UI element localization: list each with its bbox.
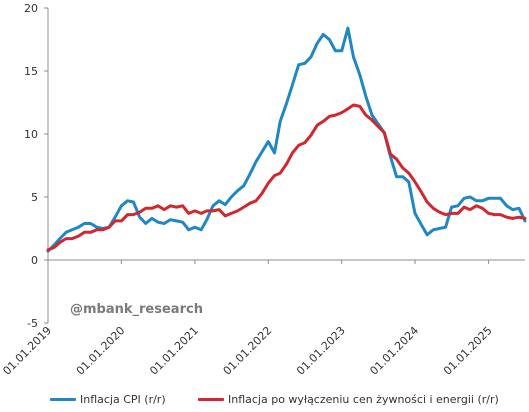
y-tick-label: 5 — [31, 191, 38, 204]
legend: Inflacja CPI (r/r) Inflacja po wyłączeni… — [0, 393, 529, 409]
y-tick-label: 10 — [24, 128, 38, 141]
series-line-1 — [46, 103, 527, 252]
y-tick-label: 0 — [31, 254, 38, 267]
x-tick-label: 01.01.2024 — [367, 324, 421, 378]
legend-swatch-core — [198, 398, 224, 401]
x-tick-label: 01.01.2021 — [147, 324, 201, 378]
legend-item-cpi: Inflacja CPI (r/r) — [50, 393, 166, 406]
x-tick-label: 01.01.2022 — [221, 324, 275, 378]
y-tick-label: 15 — [24, 65, 38, 78]
y-axis-ticks: -5 0 5 10 15 20 — [24, 2, 48, 330]
watermark: @mbank_research — [70, 302, 203, 317]
legend-item-core: Inflacja po wyłączeniu cen żywności i en… — [198, 393, 499, 406]
y-tick-label: -5 — [27, 317, 38, 330]
legend-label-cpi: Inflacja CPI (r/r) — [80, 393, 166, 406]
x-tick-label: 01.01.2023 — [294, 324, 348, 378]
series-lines — [46, 26, 527, 253]
legend-swatch-cpi — [50, 398, 76, 401]
x-tick-label: 01.01.2019 — [0, 324, 54, 378]
x-axis-ticks: 01.01.2019 01.01.2020 01.01.2021 01.01.2022… — [0, 260, 495, 378]
series-line-0 — [46, 26, 527, 253]
x-tick-label: 01.01.2025 — [441, 324, 495, 378]
chart-axes — [47, 8, 525, 323]
x-tick-label: 01.01.2020 — [74, 324, 128, 378]
y-tick-label: 20 — [24, 2, 38, 15]
legend-label-core: Inflacja po wyłączeniu cen żywności i en… — [228, 393, 499, 406]
